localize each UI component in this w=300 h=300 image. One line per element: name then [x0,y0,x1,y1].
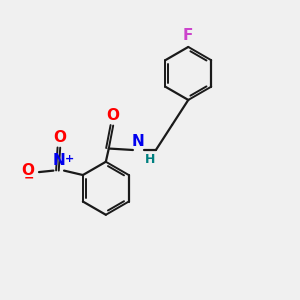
Text: N: N [52,153,65,168]
Text: +: + [65,154,74,164]
Text: O: O [54,130,67,145]
Text: O: O [107,108,120,123]
Text: F: F [183,28,194,44]
Text: H: H [145,153,156,166]
Text: N: N [132,134,145,148]
Text: −: − [23,172,34,184]
Text: O: O [21,163,34,178]
